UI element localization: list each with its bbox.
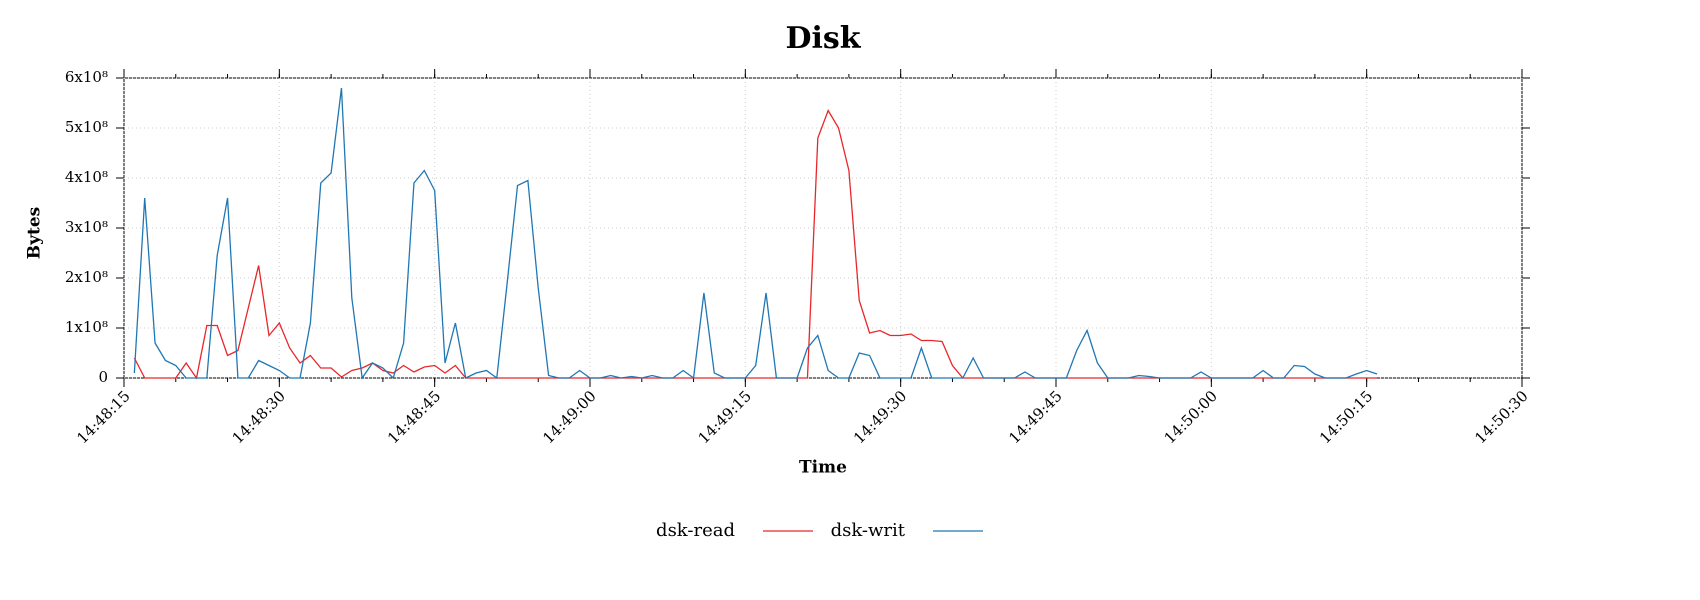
x-tick-label: 14:49:30 bbox=[850, 387, 910, 447]
x-tick-label: 14:49:45 bbox=[1005, 387, 1065, 447]
x-tick-label: 14:48:15 bbox=[73, 387, 133, 447]
x-tick-label: 14:50:00 bbox=[1161, 387, 1221, 447]
y-tick-label: 3x10⁸ bbox=[65, 218, 108, 236]
x-tick-label: 14:50:15 bbox=[1316, 387, 1376, 447]
x-tick-label: 14:48:45 bbox=[384, 387, 444, 447]
y-tick-label: 4x10⁸ bbox=[65, 168, 108, 186]
y-axis-label: Bytes bbox=[25, 207, 45, 260]
y-tick-label: 5x10⁸ bbox=[65, 118, 108, 136]
series-line bbox=[133, 109, 1378, 380]
series-line bbox=[133, 87, 1378, 380]
x-tick-label: 14:49:15 bbox=[695, 387, 755, 447]
y-tick-label: 1x10⁸ bbox=[65, 318, 108, 336]
legend-label: dsk-writ bbox=[831, 520, 906, 541]
x-tick-label: 14:48:30 bbox=[229, 387, 289, 447]
x-axis-label: Time bbox=[799, 458, 847, 478]
x-tick-label: 14:49:00 bbox=[539, 387, 599, 447]
legend-label: dsk-read bbox=[656, 520, 735, 541]
y-tick-label: 6x10⁸ bbox=[65, 68, 108, 86]
x-tick-label: 14:50:30 bbox=[1471, 387, 1531, 447]
chart-title: Disk bbox=[785, 21, 861, 56]
y-tick-label: 2x10⁸ bbox=[65, 268, 108, 286]
y-tick-label: 0 bbox=[98, 368, 108, 386]
